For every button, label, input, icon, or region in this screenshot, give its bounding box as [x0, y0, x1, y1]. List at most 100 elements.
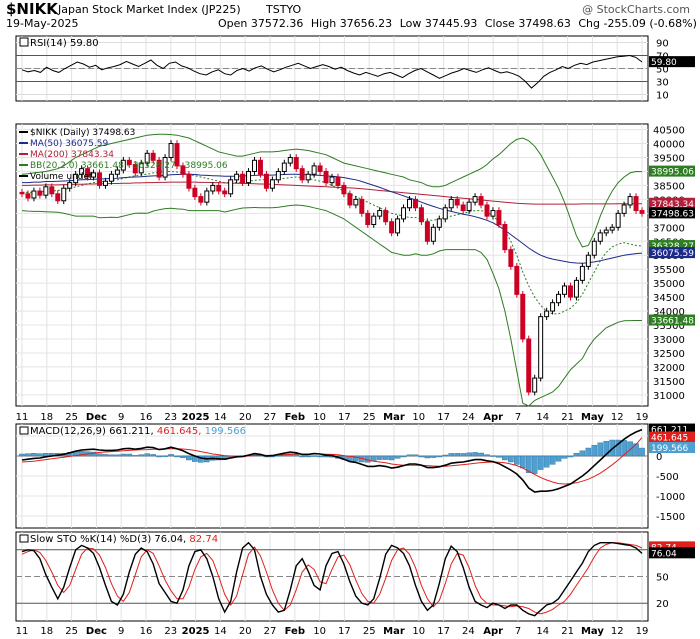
high-value: 37656.23	[339, 17, 393, 30]
macd-hist-bar	[323, 455, 329, 458]
candle-body	[538, 316, 544, 379]
candle-body	[436, 218, 442, 228]
candle-body	[621, 204, 627, 214]
price-tick-label: 35500	[653, 265, 685, 276]
macd-hist-bar	[418, 455, 425, 458]
macd-value-tag: 661.211	[649, 423, 695, 436]
sto-value-tag: 76.04	[649, 547, 695, 559]
macd-hist-bar	[311, 455, 317, 457]
x-tick-label-bottom: Dec	[86, 626, 107, 637]
macd-tick-label: -500	[656, 472, 679, 483]
candle-body	[472, 196, 478, 203]
candle-body	[323, 170, 329, 184]
ma200-legend: MA(200) 37843.34	[30, 150, 114, 160]
x-tick-label: May	[581, 412, 604, 423]
high-label: High	[310, 17, 337, 30]
quote-line: Open 37572.36 High 37656.23 Low 37445.93…	[218, 17, 700, 30]
macd-hist-bar	[639, 447, 645, 457]
sto-tick-label: 20	[656, 599, 669, 610]
macd-hist-bar	[633, 443, 639, 457]
x-tick-label-bottom: 14	[536, 626, 549, 637]
candle-body	[502, 224, 508, 251]
candle-body	[615, 212, 621, 228]
price-tick-label: 32500	[653, 349, 685, 360]
macd-hist-bar	[484, 454, 490, 457]
candle-body	[150, 152, 156, 161]
x-tick-label: 12	[611, 412, 624, 423]
macd-hist-bar	[579, 450, 586, 457]
candle-body	[329, 176, 335, 184]
volume-legend: Volume undef	[30, 172, 93, 182]
candle-body	[490, 210, 496, 217]
price-tick-label: 37000	[653, 223, 685, 234]
candle-body	[240, 173, 246, 184]
watermark: @ StockCharts.com	[582, 3, 690, 16]
rsi-value-tag: 59.80	[649, 56, 695, 68]
sto-k-line	[21, 541, 643, 617]
macd-hist-bar	[317, 455, 323, 458]
macd-hist-bar	[412, 454, 419, 457]
sto-legend-swatch	[19, 534, 29, 543]
candle-body	[377, 210, 383, 217]
index-name: Japan Stock Market Index (JP225)	[58, 3, 241, 16]
rsi-value-tag-text: 59.80	[651, 58, 677, 68]
x-tick-label-bottom: 25	[363, 626, 376, 637]
x-tick-label: 17	[338, 412, 351, 423]
x-tick-label-bottom: 17	[338, 626, 351, 637]
candle-body	[37, 190, 43, 196]
price-value-tag-bg	[649, 247, 695, 259]
macd-value-tag: 461.645	[649, 431, 695, 444]
candle-body	[442, 207, 448, 220]
candle-body	[114, 169, 120, 175]
macd-value-tag-text: 661.211	[651, 426, 688, 436]
price-tick-label: 31000	[653, 391, 685, 402]
x-tick-label: 9	[118, 412, 124, 423]
x-tick-label-bottom: 2025	[182, 626, 210, 637]
price-value-tag-bg	[649, 240, 695, 252]
x-tick-label: 14	[214, 412, 227, 423]
macd-hist-bar	[198, 455, 204, 463]
macd-hist-bar	[25, 453, 31, 457]
x-tick-label-bottom: Apr	[483, 626, 503, 637]
candle-body	[198, 196, 204, 203]
rsi-legend-swatch	[19, 37, 29, 47]
macd-tick-label: 0	[656, 452, 662, 463]
candle-body	[192, 187, 198, 198]
rsi-legend-text: RSI(14) 59.80	[30, 38, 99, 49]
macd-hist-bar	[376, 455, 383, 460]
macd-value-tag-bg	[649, 442, 695, 454]
candle-body	[293, 157, 299, 170]
x-tick-label-bottom: 20	[239, 626, 252, 637]
candle-body	[228, 179, 234, 195]
x-tick-label: 24	[462, 412, 475, 423]
candle-body	[532, 377, 538, 393]
price-value-tag-text: 37498.63	[651, 209, 694, 219]
macd-legend-prefix: MACD(12,26,9)	[30, 426, 109, 437]
candle-body	[102, 180, 108, 186]
sto-value-tag-bg	[649, 547, 695, 559]
x-tick-label-bottom: 9	[118, 626, 124, 637]
bb-lower-line	[21, 204, 642, 407]
price-value-tag-text: 36075.59	[651, 249, 694, 259]
bb-upper-line	[21, 133, 643, 248]
x-tick-label-bottom: 11	[16, 626, 29, 637]
candle-body	[305, 173, 311, 181]
candle-body	[371, 215, 377, 226]
candle-body	[496, 210, 502, 226]
ma200-line	[22, 181, 642, 205]
candle-body	[85, 168, 91, 178]
price-value-tag: 36328.27	[649, 240, 695, 252]
sto-legend-prefix: Slow STO %K(14) %D(3)	[30, 534, 154, 545]
macd-hist-bar	[597, 442, 604, 457]
x-tick-label-bottom: 23	[164, 626, 177, 637]
x-tick-label-bottom: 21	[561, 626, 574, 637]
macd-hist-bar	[37, 453, 43, 457]
candle-body	[448, 198, 454, 209]
candle-body	[79, 168, 85, 175]
candle-body	[478, 196, 484, 206]
exchange-label: TSTYO	[266, 3, 302, 16]
candle-body	[67, 182, 73, 189]
macd-hist-bar	[406, 454, 413, 457]
open-label: Open	[218, 17, 248, 30]
candle-body	[347, 193, 353, 206]
